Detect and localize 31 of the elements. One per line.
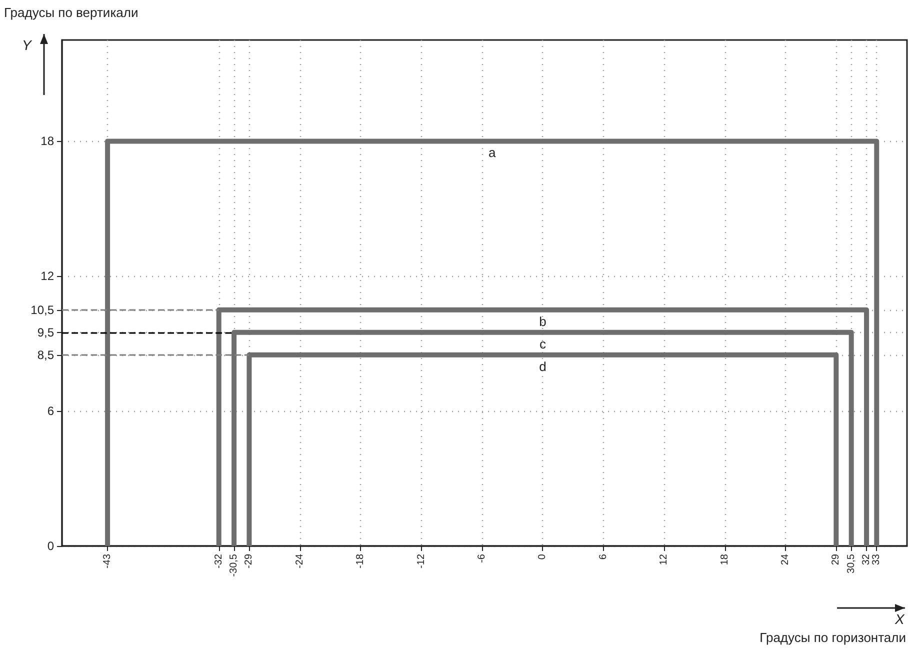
series-label: a bbox=[488, 145, 496, 160]
x-tick-label: 29 bbox=[830, 554, 842, 566]
series-label: b bbox=[539, 314, 546, 329]
x-tick-label: -12 bbox=[416, 554, 427, 568]
x-tick-label: 0 bbox=[537, 554, 548, 560]
x-tick-label: -30,5 bbox=[228, 554, 240, 577]
text: Y bbox=[22, 37, 33, 53]
text: X bbox=[894, 611, 905, 627]
y-axis-title: Градусы по вертикали bbox=[4, 5, 138, 20]
x-tick-label: 33 bbox=[871, 554, 882, 566]
x-tick-label: -29 bbox=[244, 554, 255, 568]
series-label: c bbox=[539, 336, 546, 352]
x-tick-label: 24 bbox=[780, 554, 792, 566]
x-tick-label: -18 bbox=[355, 554, 366, 568]
x-tick-label: 18 bbox=[719, 554, 730, 566]
x-tick-label: 12 bbox=[658, 554, 670, 566]
x-tick-label: -6 bbox=[476, 554, 488, 563]
y-tick-label: 8,5 bbox=[37, 348, 54, 362]
x-tick-label: 32 bbox=[861, 554, 872, 566]
x-tick-label: -32 bbox=[213, 554, 224, 568]
y-tick-label: 9,5 bbox=[37, 325, 54, 340]
series-label: d bbox=[539, 358, 546, 374]
y-tick-label: 18 bbox=[40, 134, 54, 148]
x-axis-title: Градусы по горизонтали bbox=[760, 630, 906, 645]
y-tick-label: 12 bbox=[40, 269, 54, 284]
x-tick-label: -43 bbox=[102, 554, 114, 568]
y-tick-label: 10,5 bbox=[30, 302, 54, 317]
x-tick-label: -24 bbox=[294, 554, 306, 568]
x-tick-label: 6 bbox=[598, 554, 609, 560]
x-tick-label: 30,5 bbox=[846, 554, 857, 574]
y-tick-label: 6 bbox=[47, 404, 54, 418]
